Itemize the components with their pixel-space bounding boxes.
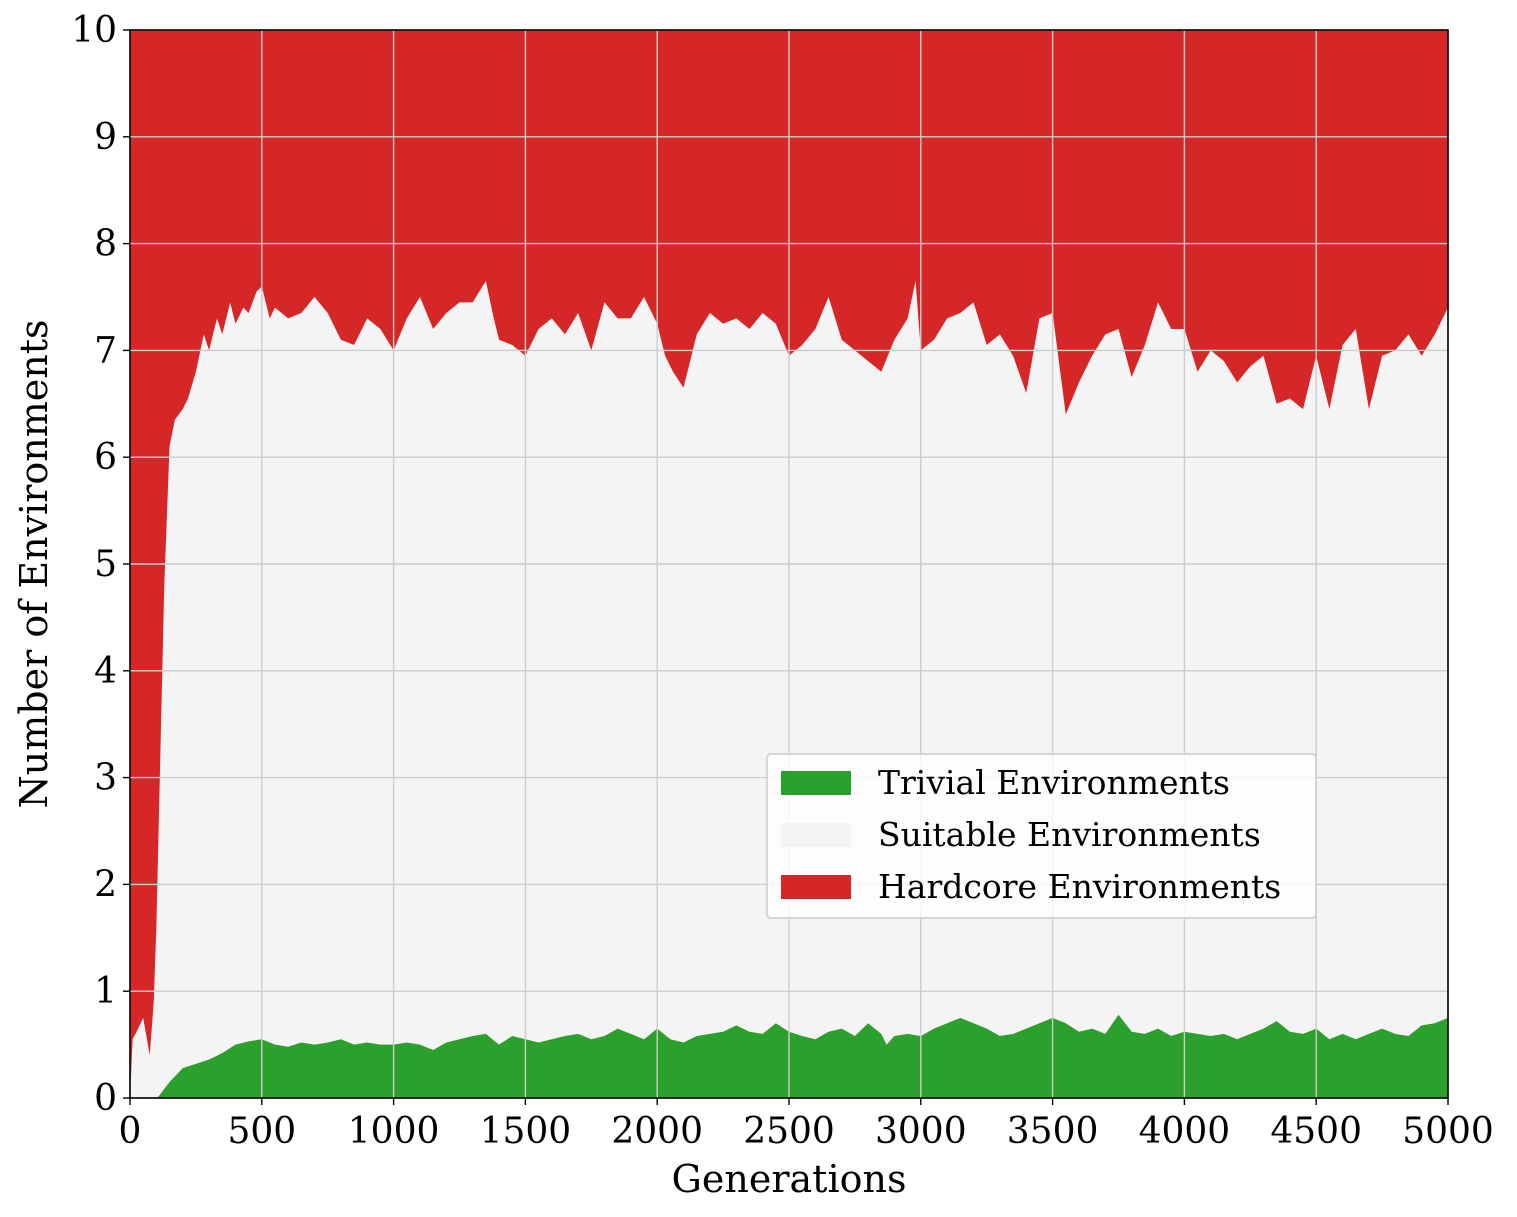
y-tick-label: 6: [94, 437, 117, 478]
legend-label-hardcore: Hardcore Environments: [878, 867, 1281, 906]
x-tick-label: 4000: [1139, 1111, 1231, 1152]
legend-label-suitable: Suitable Environments: [878, 815, 1261, 854]
x-tick-label: 5000: [1402, 1111, 1494, 1152]
x-tick-label: 3500: [1007, 1111, 1099, 1152]
x-tick-label: 4500: [1270, 1111, 1362, 1152]
y-tick-label: 10: [71, 10, 117, 51]
y-tick-label: 1: [94, 971, 117, 1012]
y-axis-label: Number of Environments: [12, 320, 56, 809]
x-tick-label: 1500: [480, 1111, 572, 1152]
legend: Trivial Environments Suitable Environmen…: [766, 753, 1317, 919]
x-axis-label: Generations: [672, 1157, 907, 1201]
x-axis-ticks: 0 500 1000 1500 2000 2500 3000 3500 4000 4500 5000: [119, 1098, 1494, 1152]
y-tick-label: 8: [94, 224, 117, 265]
y-axis-ticks: 0 1 2 3 4 5 6 7 8 9 10: [71, 10, 130, 1119]
x-tick-label: 500: [227, 1111, 296, 1152]
x-tick-label: 1000: [348, 1111, 440, 1152]
y-tick-label: 3: [94, 758, 117, 799]
legend-swatch-trivial: [781, 771, 851, 795]
legend-label-trivial: Trivial Environments: [878, 763, 1230, 802]
x-tick-label: 0: [119, 1111, 142, 1152]
y-tick-label: 5: [94, 544, 117, 585]
legend-swatch-hardcore: [781, 875, 851, 899]
legend-swatch-suitable: [781, 823, 851, 847]
y-tick-label: 7: [94, 330, 117, 371]
x-tick-label: 2500: [743, 1111, 835, 1152]
x-tick-label: 2000: [611, 1111, 703, 1152]
y-tick-label: 9: [94, 117, 117, 158]
y-tick-label: 4: [94, 651, 117, 692]
y-tick-label: 2: [94, 864, 117, 905]
y-tick-label: 0: [94, 1078, 117, 1119]
x-tick-label: 3000: [875, 1111, 967, 1152]
legend-box: [766, 753, 1317, 919]
